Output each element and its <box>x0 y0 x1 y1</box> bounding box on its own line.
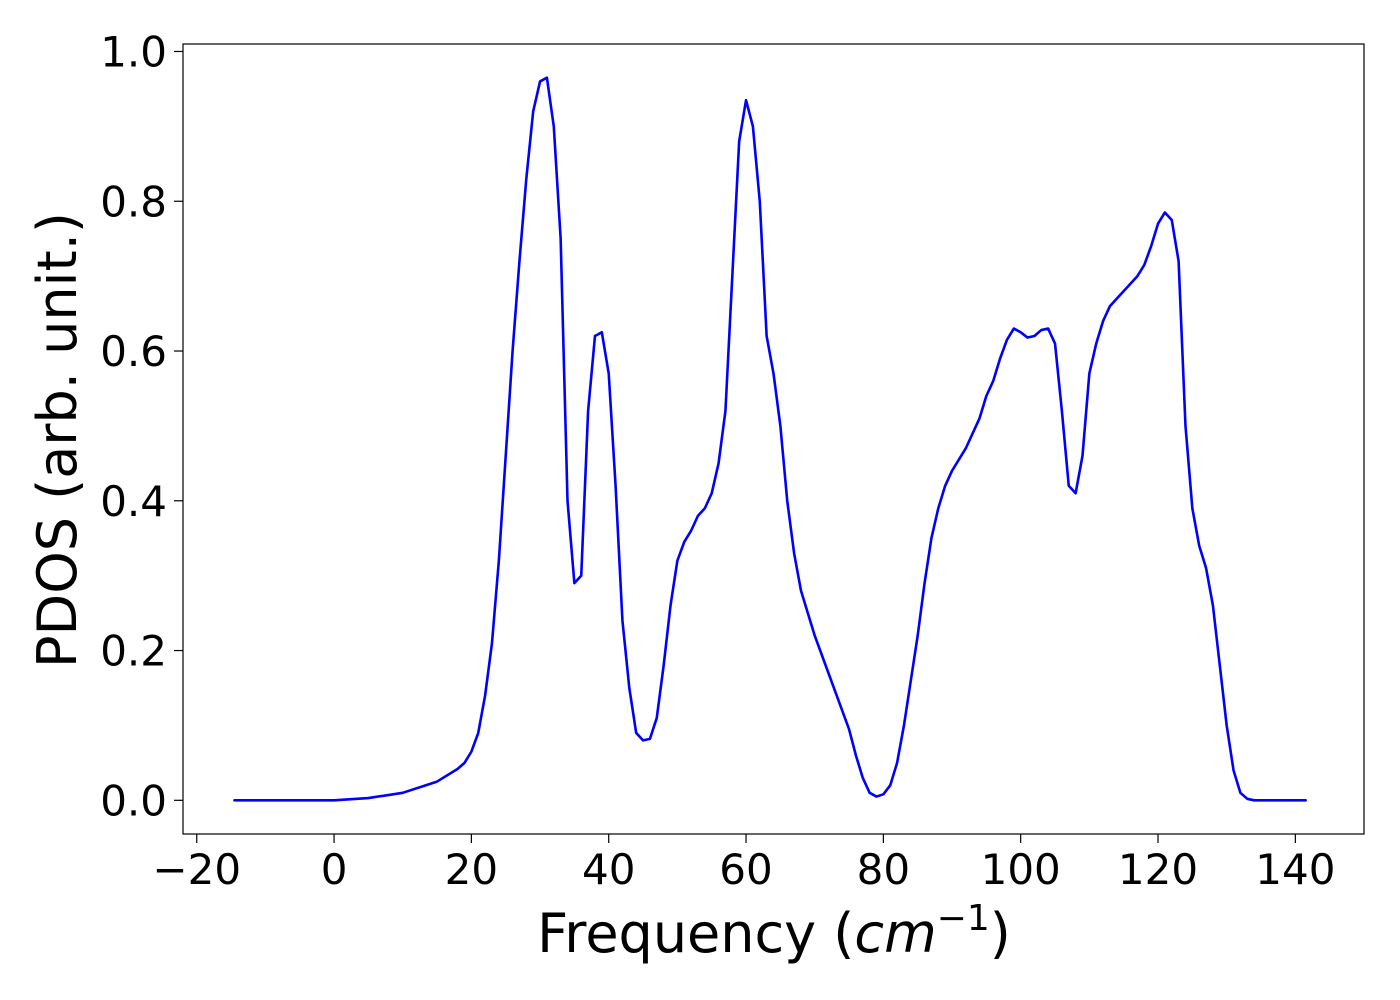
x-tick-label: 120 <box>1118 845 1198 894</box>
x-axis-label-unit: cm <box>854 902 936 965</box>
y-tick-label: 0.0 <box>100 776 167 825</box>
x-tick-label: 40 <box>582 845 635 894</box>
y-tick-label: 0.6 <box>100 327 167 376</box>
x-tick-label: 0 <box>321 845 348 894</box>
y-tick-label: 0.8 <box>100 177 167 226</box>
y-axis-ticks: 0.0 0.2 0.4 0.6 0.8 1.0 <box>100 27 183 825</box>
x-axis-label-close: ) <box>990 902 1011 965</box>
y-axis-label: PDOS (arb. unit.) <box>26 212 89 668</box>
plot-area <box>182 43 1365 835</box>
x-axis-label-main: Frequency ( <box>537 902 854 965</box>
x-tick-label: 20 <box>445 845 498 894</box>
x-tick-label: 140 <box>1255 845 1335 894</box>
y-tick-label: 0.2 <box>100 627 167 676</box>
x-tick-label: 60 <box>719 845 772 894</box>
x-axis-label-exponent: −1 <box>937 898 990 939</box>
pdos-series-line <box>233 76 1307 802</box>
x-tick-label: −20 <box>152 845 241 894</box>
y-tick-label: 0.4 <box>100 477 167 526</box>
x-axis-ticks: −20 0 20 40 60 80 100 120 140 <box>152 834 1335 894</box>
x-tick-label: 100 <box>981 845 1061 894</box>
x-axis-label: Frequency (cm−1) <box>537 898 1011 965</box>
x-tick-label: 80 <box>857 845 910 894</box>
plot-frame <box>182 43 1365 835</box>
y-tick-label: 1.0 <box>100 27 167 76</box>
